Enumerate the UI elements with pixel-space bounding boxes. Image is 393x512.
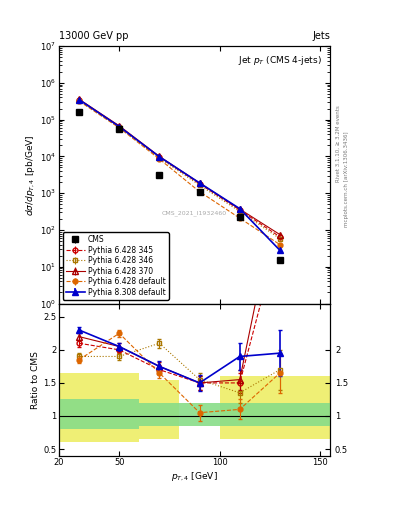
Bar	[59, 373, 99, 442]
Bar	[260, 403, 300, 426]
Legend: CMS, Pythia 6.428 345, Pythia 6.428 346, Pythia 6.428 370, Pythia 6.428 default,: CMS, Pythia 6.428 345, Pythia 6.428 346,…	[63, 232, 169, 300]
Bar	[180, 297, 220, 456]
Bar	[180, 403, 220, 426]
Bar	[220, 403, 260, 426]
Bar	[139, 379, 180, 439]
Bar	[99, 399, 139, 429]
Bar	[139, 403, 180, 426]
Bar	[220, 376, 260, 439]
Bar	[99, 373, 139, 442]
Bar	[180, 379, 220, 439]
Bar	[59, 399, 99, 429]
Text: 13000 GeV pp: 13000 GeV pp	[59, 31, 129, 41]
Text: Jet $p_T$ (CMS 4-jets): Jet $p_T$ (CMS 4-jets)	[238, 54, 322, 67]
Y-axis label: $d\sigma/dp_{T,4}$ [pb/GeV]: $d\sigma/dp_{T,4}$ [pb/GeV]	[24, 134, 37, 216]
X-axis label: $p_{T,4}$ [GeV]: $p_{T,4}$ [GeV]	[171, 470, 218, 483]
Bar	[300, 376, 330, 439]
Text: Rivet 3.1.10, ≥ 3.2M events: Rivet 3.1.10, ≥ 3.2M events	[336, 105, 341, 182]
Bar	[260, 376, 300, 439]
Text: Jets: Jets	[312, 31, 330, 41]
Text: mcplots.cern.ch [arXiv:1306.3436]: mcplots.cern.ch [arXiv:1306.3436]	[344, 132, 349, 227]
Y-axis label: Ratio to CMS: Ratio to CMS	[31, 351, 40, 409]
Text: CMS_2021_I1932460: CMS_2021_I1932460	[162, 210, 227, 216]
Bar	[300, 403, 330, 426]
